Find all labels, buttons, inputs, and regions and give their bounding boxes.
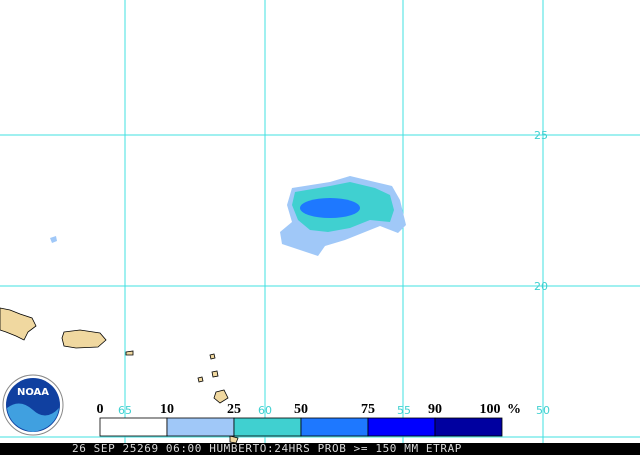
probability-area [50,176,406,256]
coordinate-labels: 25 20 65 60 55 50 [118,129,550,417]
legend-swatch [233,417,302,437]
legend-label: 90 [428,402,442,417]
puerto-rico [61,329,107,349]
legend-swatch [434,417,503,437]
legend-label: 100 [480,402,501,417]
lon-label: 60 [258,404,272,417]
island [211,370,219,378]
legend: 0 10 25 50 75 90 100% [97,402,521,437]
noaa-logo: NOAA [2,374,64,436]
legend-swatch [99,417,168,437]
island [125,350,134,356]
logo-text: NOAA [17,387,49,398]
legend-swatch [300,417,369,437]
island [213,389,229,404]
footer-bar [0,443,640,455]
island [209,353,216,360]
hispaniola [0,307,37,341]
legend-label: 50 [294,402,308,417]
prob-10-25 [50,236,57,243]
island [197,376,204,383]
lon-label: 65 [118,404,132,417]
lon-label: 55 [397,404,411,417]
legend-unit: % [507,402,521,417]
legend-label: 10 [160,402,174,417]
legend-label: 0 [97,402,104,417]
legend-swatch [367,417,436,437]
lat-label: 25 [534,129,548,142]
legend-label: 75 [361,402,375,417]
logo-wave [7,403,59,432]
legend-label: 25 [227,402,241,417]
lon-label: 50 [536,404,550,417]
prob-50-75 [300,198,360,218]
legend-swatch [166,417,235,437]
lat-label: 20 [534,280,548,293]
land [0,307,239,444]
footer-text: 26 SEP 25269 06:00 HUMBERTO:24HRS PROB >… [72,442,462,455]
